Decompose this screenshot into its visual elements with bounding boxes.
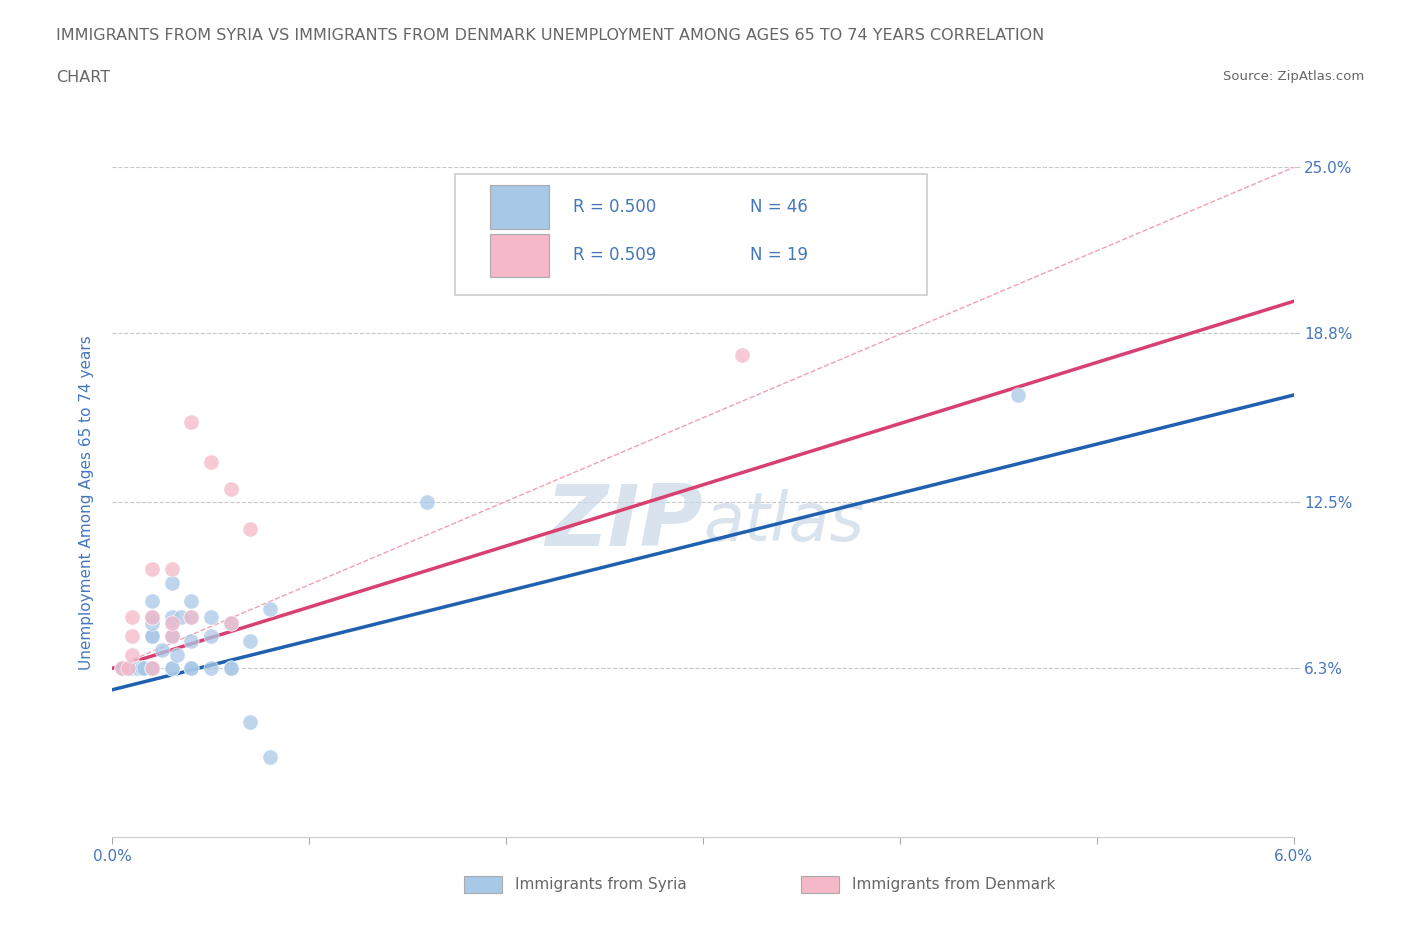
Point: [160, 616, 183, 631]
Point: [160, 575, 183, 590]
Point: [117, 661, 139, 676]
FancyBboxPatch shape: [801, 876, 839, 893]
Point: [160, 629, 183, 644]
Text: CHART: CHART: [56, 70, 110, 85]
Point: [141, 562, 163, 577]
Text: N = 19: N = 19: [751, 246, 808, 264]
Point: [170, 610, 193, 625]
Point: [141, 610, 163, 625]
Point: [200, 610, 222, 625]
Point: [111, 661, 134, 676]
Point: [141, 610, 163, 625]
Point: [180, 415, 202, 430]
Point: [127, 661, 149, 676]
FancyBboxPatch shape: [456, 174, 928, 295]
Point: [132, 661, 155, 676]
Point: [219, 661, 242, 676]
FancyBboxPatch shape: [464, 876, 502, 893]
Point: [200, 629, 222, 644]
Point: [180, 634, 202, 649]
Point: [141, 661, 163, 676]
Point: [180, 594, 202, 609]
Point: [160, 661, 183, 676]
Text: Immigrants from Syria: Immigrants from Syria: [515, 877, 686, 892]
Point: [259, 750, 281, 764]
Text: R = 0.500: R = 0.500: [574, 198, 657, 217]
Point: [180, 610, 202, 625]
Point: [180, 610, 202, 625]
Point: [121, 661, 143, 676]
Point: [111, 661, 134, 676]
Point: [111, 661, 134, 676]
Point: [239, 522, 262, 537]
Point: [160, 562, 183, 577]
Point: [131, 661, 153, 676]
Text: atlas: atlas: [703, 489, 865, 555]
Point: [731, 348, 754, 363]
Point: [121, 610, 143, 625]
Point: [166, 647, 188, 662]
Point: [125, 661, 148, 676]
Point: [160, 661, 183, 676]
Text: Immigrants from Denmark: Immigrants from Denmark: [852, 877, 1056, 892]
Point: [259, 602, 281, 617]
Point: [219, 616, 242, 631]
Point: [160, 610, 183, 625]
Point: [219, 661, 242, 676]
FancyBboxPatch shape: [491, 233, 550, 277]
Point: [180, 661, 202, 676]
FancyBboxPatch shape: [491, 185, 550, 229]
Point: [121, 661, 143, 676]
Text: IMMIGRANTS FROM SYRIA VS IMMIGRANTS FROM DENMARK UNEMPLOYMENT AMONG AGES 65 TO 7: IMMIGRANTS FROM SYRIA VS IMMIGRANTS FROM…: [56, 28, 1045, 43]
Point: [160, 629, 183, 644]
Point: [121, 629, 143, 644]
Text: N = 46: N = 46: [751, 198, 808, 217]
Text: Source: ZipAtlas.com: Source: ZipAtlas.com: [1223, 70, 1364, 83]
Point: [141, 616, 163, 631]
Point: [141, 629, 163, 644]
Point: [141, 661, 163, 676]
Point: [141, 661, 163, 676]
Point: [127, 661, 149, 676]
Point: [219, 616, 242, 631]
Point: [219, 482, 242, 497]
Point: [160, 629, 183, 644]
Point: [593, 281, 616, 296]
Text: R = 0.509: R = 0.509: [574, 246, 657, 264]
Point: [131, 661, 153, 676]
Point: [121, 647, 143, 662]
Point: [239, 714, 262, 729]
Point: [121, 661, 143, 676]
Point: [416, 495, 439, 510]
Point: [1007, 388, 1029, 403]
Point: [117, 661, 139, 676]
Y-axis label: Unemployment Among Ages 65 to 74 years: Unemployment Among Ages 65 to 74 years: [79, 335, 94, 670]
Point: [150, 642, 173, 657]
Point: [141, 594, 163, 609]
Point: [239, 634, 262, 649]
Text: ZIP: ZIP: [546, 481, 703, 564]
Point: [200, 661, 222, 676]
Point: [180, 661, 202, 676]
Point: [141, 629, 163, 644]
Point: [200, 455, 222, 470]
Point: [160, 616, 183, 631]
